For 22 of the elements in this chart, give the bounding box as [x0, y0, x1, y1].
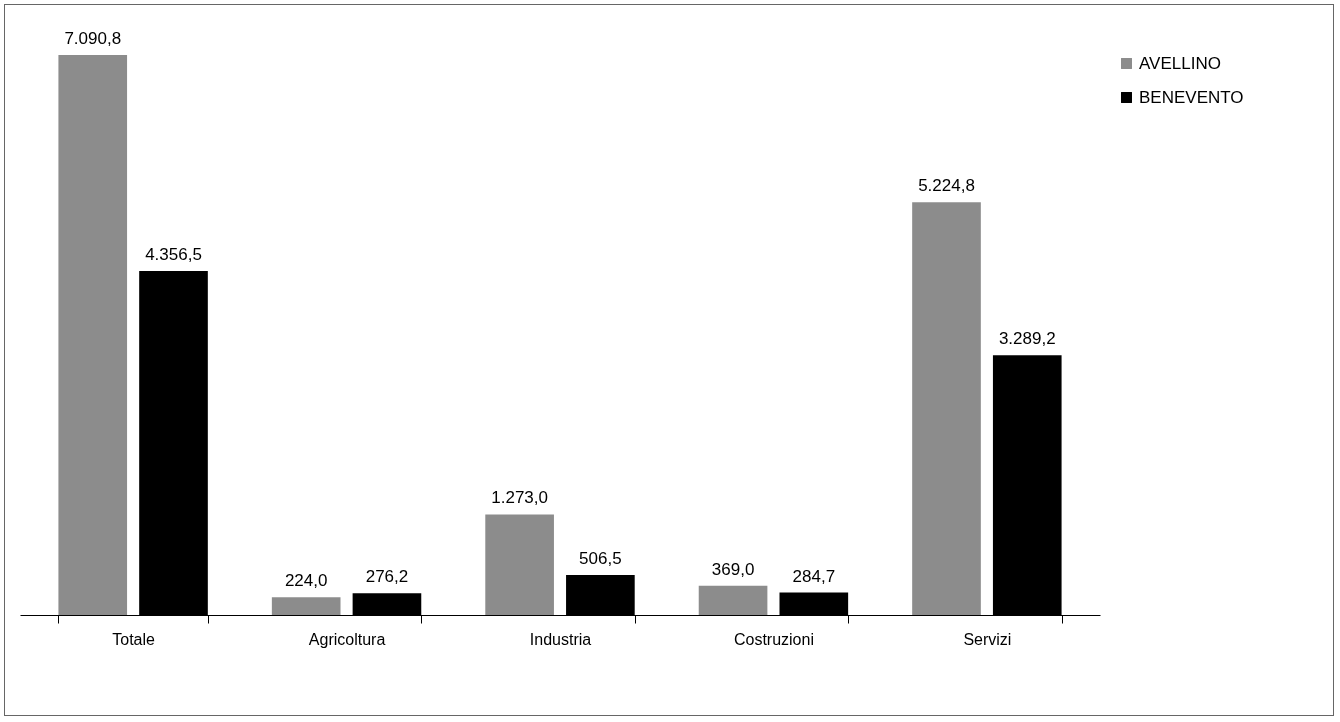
data-label: 7.090,8: [64, 29, 122, 48]
x-tick-label: Servizi: [963, 630, 1012, 648]
data-label: 1.273,0: [491, 488, 548, 508]
data-label: 224,0: [284, 571, 328, 591]
bar: [58, 55, 128, 615]
data-label: 3.289,2: [998, 329, 1056, 349]
data-label: 4.356,5: [145, 244, 202, 264]
data-label: 284,7: [792, 566, 836, 586]
x-tick-label: Costruzioni: [733, 630, 814, 648]
data-label: 369,0: [711, 559, 755, 579]
x-tick-label: Industria: [529, 630, 592, 648]
legend-label: AVELLINO: [1139, 53, 1221, 73]
x-tick-label: Agricoltura: [308, 630, 386, 648]
bar: [485, 514, 554, 615]
bar: [912, 202, 981, 615]
legend-label: BENEVENTO: [1139, 87, 1244, 107]
bar: [271, 597, 341, 615]
x-tick-label: Totale: [112, 630, 156, 648]
data-label: 276,2: [365, 567, 409, 587]
data-label: 5.224,8: [918, 176, 975, 196]
data-label: 506,5: [579, 549, 622, 568]
bar: [698, 585, 768, 615]
